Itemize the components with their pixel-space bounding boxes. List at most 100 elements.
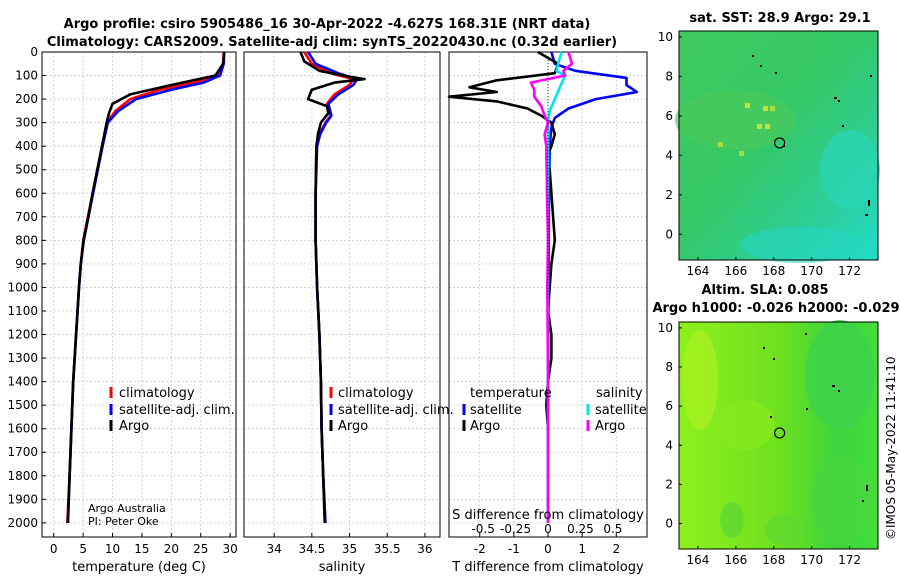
salinity-legend: climatology satellite-adj. clim. Argo <box>329 386 454 434</box>
x-tick-label: 2 <box>612 542 620 556</box>
x-tick-label: 35 <box>342 542 357 556</box>
map-y-tick-label: 10 <box>658 321 673 335</box>
map-y-tick-label: 8 <box>665 360 673 374</box>
sst-pixel <box>718 142 723 147</box>
x-tick-label: 34.5 <box>298 542 325 556</box>
map-x-tick-label: 170 <box>800 553 823 567</box>
sla-low <box>805 320 875 430</box>
legend-label-sal-argo: Argo <box>595 419 625 434</box>
map-x-tick-label: 172 <box>838 264 861 278</box>
map-x-tick-label: 168 <box>762 264 785 278</box>
y-tick-label: 0 <box>30 45 38 59</box>
y-tick-label: 200 <box>15 92 38 106</box>
x-tick-label: 36 <box>417 542 432 556</box>
y-tick-label: 1800 <box>7 469 38 483</box>
x-tick-label: 0 <box>544 542 552 556</box>
timestamp: ©IMOS 05-May-2022 11:41:10 <box>884 356 898 540</box>
map-y-tick-label: 2 <box>665 477 673 491</box>
x-tick-label: 5 <box>79 542 87 556</box>
legend-head-temperature: temperature <box>470 386 552 401</box>
x-tick-label: 0 <box>50 542 58 556</box>
salinity-tick-label: 0.5 <box>603 522 622 536</box>
x-tick-label: 15 <box>134 542 149 556</box>
sst-map: 164 166 168 170 172 0 2 4 6 8 10 <box>658 30 880 278</box>
legend-label-climatology: climatology <box>338 386 414 401</box>
map-x-tick-label: 166 <box>724 553 747 567</box>
map-x-tick-label: 172 <box>838 553 861 567</box>
x-tick-label: 35.5 <box>374 542 401 556</box>
legend-label-satellite: satellite-adj. clim. <box>119 403 235 418</box>
difference-panel: -2 -1 0 1 2 T difference from climatology -0.5… <box>447 50 648 575</box>
salinity-tick-label: -0.5 <box>471 522 494 536</box>
map-x-tick-label: 168 <box>762 553 785 567</box>
sla-map-title1: Altim. SLA: 0.085 <box>702 283 829 298</box>
credit-line2: PI: Peter Oke <box>88 515 159 528</box>
sla-map: 164 166 168 170 172 0 2 4 6 8 10 <box>658 320 879 567</box>
map-frame <box>678 30 879 261</box>
map-y-tick-label: 8 <box>665 69 673 83</box>
legend-label-satellite: satellite-adj. clim. <box>338 403 454 418</box>
map-y-tick-label: 2 <box>665 188 673 202</box>
map-y-tick-label: 0 <box>665 227 673 241</box>
sst-cool-patch <box>820 130 880 210</box>
sst-pixel <box>770 106 775 111</box>
sst-cool-patch <box>740 227 860 263</box>
salinity-tick-label: 0.25 <box>567 522 594 536</box>
map-x-tick-label: 170 <box>800 264 823 278</box>
x-tick-label: 25 <box>193 542 208 556</box>
legend-label-sal-satellite: satellite <box>595 403 647 418</box>
x-tick-label: 1 <box>578 542 586 556</box>
salinity-axis-label: S difference from climatology <box>452 508 644 523</box>
axes-frame <box>41 51 237 538</box>
y-tick-label: 800 <box>15 233 38 247</box>
series-line <box>529 51 574 523</box>
y-tick-label: 2000 <box>7 516 38 530</box>
y-tick-label: 1200 <box>7 328 38 342</box>
legend-label-argo: Argo <box>119 419 149 434</box>
argo-location-marker <box>774 427 786 439</box>
temperature-legend: climatology satellite-adj. clim. Argo <box>109 386 235 434</box>
sla-low <box>765 514 805 546</box>
figure-title-line2: Climatology: CARS2009. Satellite-adj cli… <box>47 35 617 50</box>
y-tick-label: 1100 <box>7 304 38 318</box>
y-tick-label: 1300 <box>7 351 38 365</box>
y-tick-label: 1400 <box>7 375 38 389</box>
sla-low <box>720 502 744 538</box>
y-tick-label: 1700 <box>7 445 38 459</box>
salinity-panel: 34 34.5 35 35.5 36 salinity <box>243 51 441 575</box>
map-y-tick-label: 0 <box>665 517 673 531</box>
sst-pixel <box>757 124 762 129</box>
legend-label-climatology: climatology <box>119 386 195 401</box>
x-tick-label: -2 <box>474 542 486 556</box>
series-line <box>66 51 226 523</box>
map-y-tick-label: 4 <box>665 148 673 162</box>
legend-head-salinity: salinity <box>596 386 643 401</box>
sla-high <box>715 400 775 450</box>
map-x-tick-label: 166 <box>724 264 747 278</box>
sla-low <box>810 455 870 545</box>
sst-warm-patch <box>675 90 795 150</box>
y-tick-label: 900 <box>15 257 38 271</box>
map-y-tick-label: 6 <box>665 109 673 123</box>
map-y-tick-label: 6 <box>665 399 673 413</box>
y-tick-label: 1600 <box>7 422 38 436</box>
sst-map-axes: 164 166 168 170 172 0 2 4 6 8 10 <box>658 30 879 278</box>
y-tick-label: 700 <box>15 210 38 224</box>
y-tick-label: 400 <box>15 139 38 153</box>
series-line <box>299 51 366 523</box>
difference-legend: temperature salinity satellite Argo sate… <box>462 386 647 434</box>
salinity-tick-label: -0.25 <box>500 522 531 536</box>
x-axis-label: temperature (deg C) <box>72 560 206 575</box>
x-tick-label: 20 <box>164 542 179 556</box>
sst-map-title: sat. SST: 28.9 Argo: 29.1 <box>689 11 870 26</box>
salinity-tick-label: 0 <box>544 522 552 536</box>
x-tick-label: 10 <box>105 542 120 556</box>
x-axis-label: salinity <box>319 560 366 575</box>
map-x-tick-label: 164 <box>686 264 709 278</box>
x-tick-label: 34 <box>267 542 282 556</box>
sst-pixel <box>765 124 770 129</box>
figure-title-line1: Argo profile: csiro 5905486_16 30-Apr-20… <box>64 17 591 32</box>
map-frame <box>678 321 879 550</box>
sla-islands <box>763 333 868 502</box>
